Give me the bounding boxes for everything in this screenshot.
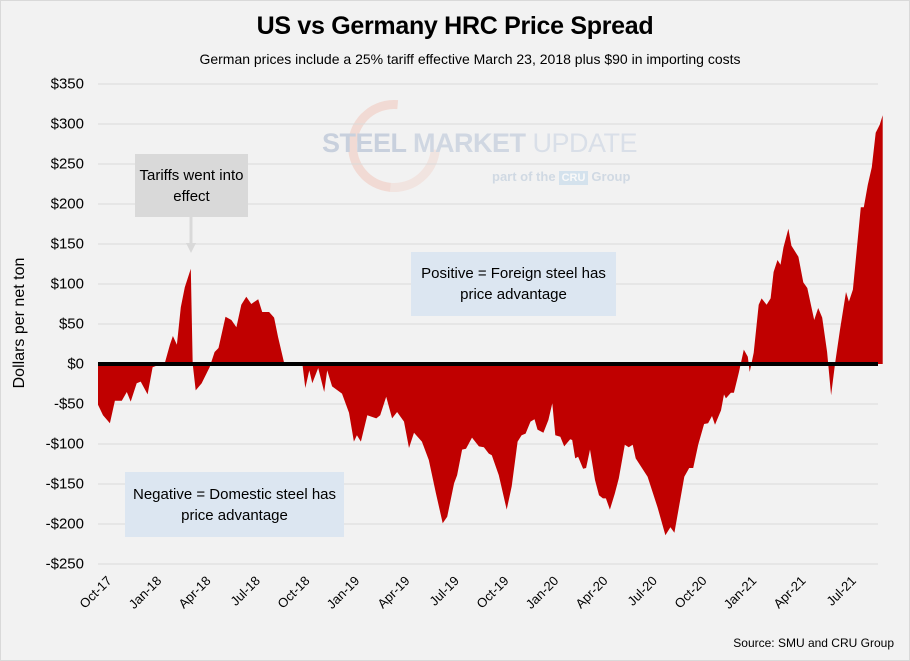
logo-tagline-prefix: part of the bbox=[492, 169, 556, 184]
tariffs-annotation: Tariffs went into effect bbox=[135, 154, 248, 217]
spread-area-series bbox=[98, 115, 883, 536]
arrow-head bbox=[186, 243, 196, 253]
y-tick-label: $250 bbox=[50, 155, 84, 173]
positive-annotation: Positive = Foreign steel has price advan… bbox=[411, 252, 616, 316]
logo-word-update: UPDATE bbox=[532, 128, 638, 158]
cru-badge-icon: CRU bbox=[558, 171, 589, 185]
y-tick-label: $100 bbox=[50, 275, 84, 293]
y-tick-label: -$150 bbox=[45, 475, 84, 493]
y-tick-label: $300 bbox=[50, 115, 84, 133]
steel-market-update-logo: STEEL MARKET UPDATE part of the CRU Group bbox=[318, 81, 648, 211]
y-tick-label: $150 bbox=[50, 235, 84, 253]
logo-word-steel: STEEL bbox=[322, 128, 414, 158]
y-tick-label: -$50 bbox=[53, 395, 84, 413]
logo-tagline: part of the CRU Group bbox=[492, 169, 630, 185]
y-tick-label: $50 bbox=[58, 315, 84, 333]
chart-title: US vs Germany HRC Price Spread bbox=[256, 12, 654, 40]
y-tick-label: -$250 bbox=[45, 555, 84, 573]
tariff-arrow-icon bbox=[186, 217, 196, 253]
y-tick-label: $350 bbox=[50, 75, 84, 93]
y-tick-label: -$100 bbox=[45, 435, 84, 453]
logo-wordmark: STEEL MARKET UPDATE bbox=[322, 128, 638, 159]
logo-word-market: MARKET bbox=[413, 128, 533, 158]
y-tick-label: -$200 bbox=[45, 515, 84, 533]
chart-subtitle: German prices include a 25% tariff effec… bbox=[199, 51, 741, 67]
negative-annotation: Negative = Domestic steel has price adva… bbox=[125, 472, 344, 537]
source-note: Source: SMU and CRU Group bbox=[733, 636, 894, 650]
y-tick-label: $0 bbox=[67, 355, 84, 373]
logo-tagline-suffix: Group bbox=[591, 169, 631, 184]
y-tick-label: $200 bbox=[50, 195, 84, 213]
